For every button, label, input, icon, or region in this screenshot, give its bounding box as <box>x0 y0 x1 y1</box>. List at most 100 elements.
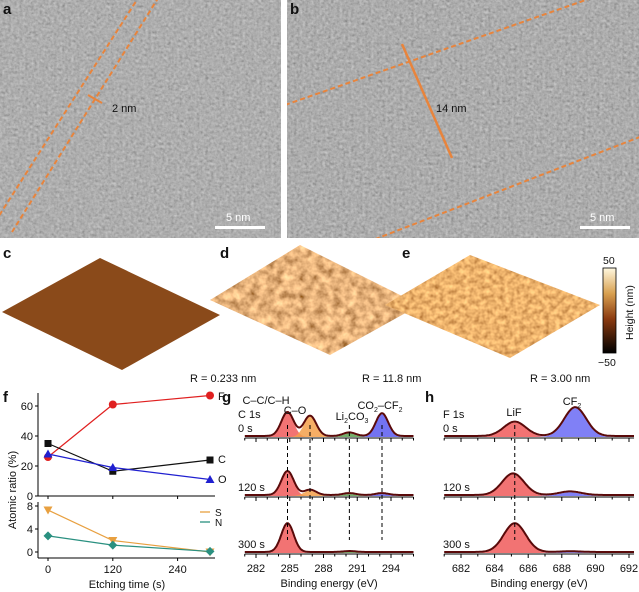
fitted-peak-component <box>444 408 635 437</box>
label-part: –CF <box>378 400 399 412</box>
data-point-O <box>205 475 215 483</box>
series-label-O: O <box>218 474 227 486</box>
subscript: 2 <box>399 407 403 414</box>
panel-a-tem-image <box>0 0 281 238</box>
x-tick-label: 240 <box>168 564 186 576</box>
y-tick-label: 0 <box>27 547 33 559</box>
afm-surface-e <box>385 255 600 358</box>
label-part: C–O <box>284 405 307 417</box>
x-tick-label: 285 <box>281 563 299 575</box>
label-part: CO <box>348 411 365 423</box>
scale-bar <box>215 226 265 229</box>
x-axis-label: Binding energy (eV) <box>281 578 378 590</box>
interface-dashed-line <box>11 0 159 233</box>
etching-time-label: 300 s <box>238 539 265 551</box>
y-tick-label: 4 <box>27 524 33 536</box>
colorbar-min: −50 <box>598 357 616 369</box>
legend-label-S: S <box>215 508 222 519</box>
fitted-peak-component <box>444 492 635 496</box>
scale-bar-label-a: 5 nm <box>226 212 250 224</box>
series-line-C <box>47 442 211 472</box>
spectrum-title: F 1s <box>443 409 465 421</box>
colorbar-max: 50 <box>603 255 615 267</box>
panel-label-b: b <box>290 1 299 18</box>
etching-time-label: 120 s <box>443 482 470 494</box>
afm-surface-c <box>2 258 220 370</box>
y-axis-label: Atomic ratio (%) <box>7 451 19 529</box>
x-tick-label: 282 <box>247 563 265 575</box>
series-label-F: F <box>218 391 225 403</box>
data-point-F <box>108 400 117 409</box>
etching-time-label: 300 s <box>443 539 470 551</box>
label-part: CO <box>357 400 374 412</box>
colorbar-label: Height (nm) <box>624 285 636 340</box>
x-tick-label: 294 <box>382 563 400 575</box>
spectrum-title: C 1s <box>238 409 261 421</box>
y-tick-label: 60 <box>21 401 33 413</box>
data-point-N <box>108 540 118 550</box>
scale-bar-label-b: 5 nm <box>590 212 614 224</box>
data-point-C <box>44 440 52 447</box>
thickness-marker <box>400 43 454 159</box>
scale-bar <box>580 226 630 229</box>
spectrum-envelope <box>244 470 414 496</box>
subscript: 2 <box>577 403 581 410</box>
c1s-xps-chart: 0 s 120 s 300 s 282 285 288 291 294 Binding ener… <box>238 395 414 590</box>
roughness-d: R = 11.8 nm <box>362 373 421 385</box>
fitted-peak-component <box>244 413 414 437</box>
panel-label-d: d <box>220 245 229 262</box>
y-tick-label: 20 <box>21 461 33 473</box>
afm-surface-d <box>210 245 420 355</box>
peak-label: Li2CO3 <box>336 411 369 425</box>
y-tick-label: 40 <box>21 431 33 443</box>
panel-label-h: h <box>425 389 434 406</box>
roughness-e: R = 3.00 nm <box>530 373 590 385</box>
label-part: C–C/C–H <box>242 395 289 407</box>
x-tick-label: 692 <box>620 563 638 575</box>
label-part: LiF <box>506 407 522 419</box>
x-tick-label: 682 <box>452 563 470 575</box>
x-tick-label: 291 <box>348 563 366 575</box>
fitted-peak-component <box>244 414 414 437</box>
peak-label: C–O <box>284 405 307 417</box>
peak-label: C–C/C–H <box>242 395 289 407</box>
spectrum-envelope <box>444 522 634 553</box>
thickness-label-a: 2 nm <box>112 103 136 115</box>
peak-label: CO2–CF2 <box>357 400 402 414</box>
data-point-N <box>205 546 215 556</box>
spectrum-envelope <box>444 472 634 496</box>
x-tick-label: 120 <box>104 564 122 576</box>
roughness-c: R = 0.233 nm <box>190 373 256 385</box>
x-axis-label: Etching time (s) <box>89 579 165 591</box>
spectrum-envelope <box>444 406 634 437</box>
x-axis-label: Binding energy (eV) <box>491 578 588 590</box>
x-tick-label: 288 <box>314 563 332 575</box>
x-tick-label: 0 <box>45 564 51 576</box>
data-point-N <box>43 531 53 541</box>
spectrum-envelope <box>244 522 414 553</box>
data-point-O <box>43 449 53 458</box>
panel-label-e: e <box>402 245 410 262</box>
panel-label-g: g <box>222 389 231 406</box>
data-point-C <box>109 467 117 475</box>
label-part: CF <box>563 396 578 408</box>
series-line-O <box>47 453 211 481</box>
x-tick-label: 688 <box>553 563 571 575</box>
label-part: Li <box>336 411 345 423</box>
x-tick-label: 684 <box>485 563 503 575</box>
etching-time-label: 0 s <box>443 423 458 435</box>
interface-dashed-line <box>0 0 138 217</box>
series-label-C: C <box>218 454 226 466</box>
series-line-F <box>47 394 211 458</box>
peak-label: CF2 <box>563 396 582 410</box>
etching-time-label: 120 s <box>238 482 265 494</box>
subscript: 2 <box>344 418 348 425</box>
f1s-xps-chart: 0 s 120 s 300 s 682 684 686 688 690 692 Binding e… <box>443 396 638 590</box>
y-tick-label: 0 <box>27 491 33 503</box>
height-colorbar <box>602 267 617 354</box>
data-point-C <box>206 456 214 464</box>
panel-b-tem-image <box>287 0 639 238</box>
subscript: 2 <box>374 407 378 414</box>
